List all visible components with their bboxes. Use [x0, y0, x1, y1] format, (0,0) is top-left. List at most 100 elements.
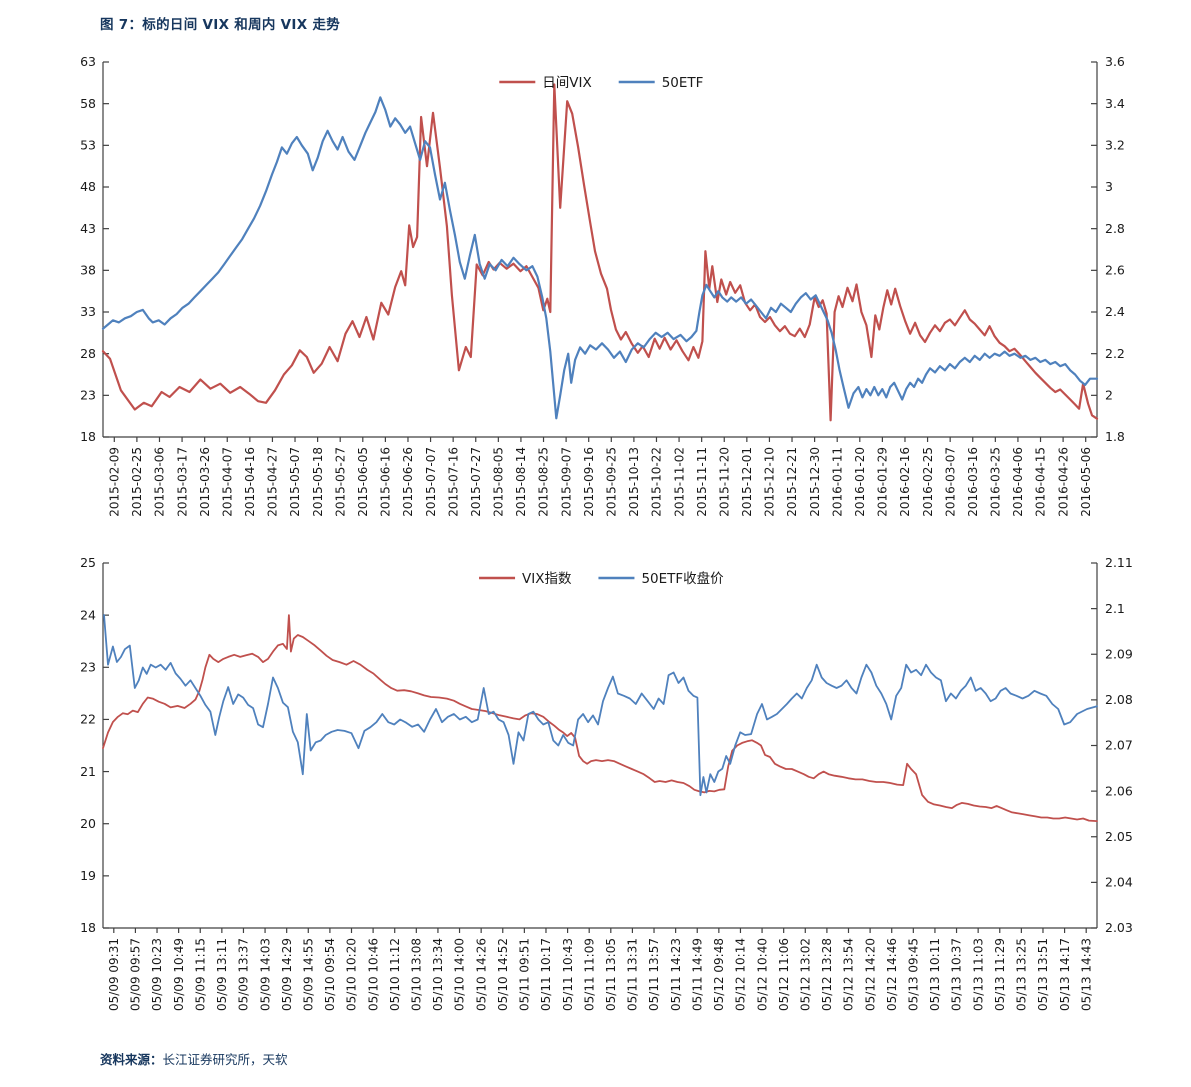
- x-tick-label: 05/12 10:40: [755, 938, 769, 1011]
- x-tick-label: 05/13 13:25: [1015, 938, 1029, 1011]
- x-tick-label: 2015-05-27: [333, 447, 347, 517]
- x-tick-label: 2015-02-09: [107, 447, 121, 517]
- y-right-label: 2.1: [1105, 601, 1125, 616]
- x-tick-label: 05/09 14:55: [301, 938, 315, 1011]
- x-tick-label: 05/09 14:03: [258, 938, 272, 1011]
- y-left-label: 38: [80, 263, 96, 278]
- x-tick-label: 05/10 09:54: [323, 938, 337, 1011]
- x-tick-label: 2015-04-16: [243, 447, 257, 517]
- y-right-label: 2.8: [1105, 221, 1125, 236]
- x-tick-label: 05/13 10:37: [950, 938, 964, 1011]
- x-tick-label: 05/13 09:45: [907, 938, 921, 1011]
- y-right-label: 2.11: [1105, 555, 1133, 570]
- x-tick-label: 05/11 13:31: [626, 938, 640, 1011]
- x-tick-label: 05/12 14:46: [885, 938, 899, 1011]
- y-right-label: 2.04: [1105, 875, 1133, 890]
- x-tick-label: 05/12 13:02: [798, 938, 812, 1011]
- x-tick-label: 2016-01-11: [830, 447, 844, 517]
- bottom-chart: 18 19 20 21 22 23 24 25 2.03 2.04 2.05 2.06 2.07 2.08…: [80, 555, 1133, 1011]
- y-right-label: 2.03: [1105, 920, 1133, 935]
- x-tick-label: 2015-03-26: [198, 447, 212, 517]
- y-left-label: 19: [80, 868, 96, 883]
- x-tick-label: 2015-03-06: [153, 447, 167, 517]
- x-tick-label: 2015-03-17: [175, 447, 189, 517]
- x-tick-label: 05/12 13:54: [842, 938, 856, 1011]
- y-right-label: 1.8: [1105, 429, 1125, 444]
- x-tick-label: 2015-11-02: [672, 447, 686, 517]
- y-right-label: 2.08: [1105, 692, 1133, 707]
- y-right-label: 3: [1105, 179, 1113, 194]
- source-text: 长江证券研究所，天软: [162, 1052, 288, 1067]
- x-tick-label: 05/09 09:31: [107, 938, 121, 1011]
- y-left-label: 24: [80, 607, 96, 622]
- x-tick-label: 2015-12-10: [763, 447, 777, 517]
- legend-label-50etf: 50ETF: [662, 75, 704, 91]
- x-tick-label: 05/10 11:12: [388, 938, 402, 1011]
- x-tick-label: 2016-05-06: [1079, 447, 1093, 517]
- x-tick-label: 05/12 13:28: [820, 938, 834, 1011]
- x-tick-label: 2016-04-06: [1011, 447, 1025, 517]
- y-left-label: 33: [80, 304, 96, 319]
- x-tick-label: 2015-06-26: [401, 447, 415, 517]
- x-tick-label: 05/12 09:48: [712, 938, 726, 1011]
- x-tick-label: 2016-04-15: [1034, 447, 1048, 517]
- x-tick-label: 05/12 10:14: [734, 938, 748, 1011]
- x-tick-label: 2015-07-27: [469, 447, 483, 517]
- x-tick-label: 2015-05-07: [288, 447, 302, 517]
- y-left-label: 43: [80, 221, 96, 236]
- x-tick-label: 05/11 11:09: [582, 938, 596, 1011]
- x-tick-label: 2015-12-21: [785, 447, 799, 517]
- y-right-label: 2.09: [1105, 646, 1133, 661]
- x-tick-label: 2015-08-05: [492, 447, 506, 517]
- x-tick-label: 2015-11-11: [695, 447, 709, 517]
- x-tick-label: 2016-03-07: [943, 447, 957, 517]
- x-tick-label: 2015-12-01: [740, 447, 754, 517]
- x-tick-label: 2016-02-25: [921, 447, 935, 517]
- y-right-label: 2.6: [1105, 263, 1125, 278]
- x-tick-label: 2015-06-16: [379, 447, 393, 517]
- y-left-label: 23: [80, 388, 96, 403]
- x-tick-label: 05/13 14:17: [1058, 938, 1072, 1011]
- source-note: 资料来源：长江证券研究所，天软: [100, 1049, 288, 1068]
- x-tick-label: 05/10 14:00: [453, 938, 467, 1011]
- series-50etf-line: [101, 96, 1099, 420]
- x-tick-label: 05/11 10:43: [561, 938, 575, 1011]
- y-left-label: 21: [80, 764, 96, 779]
- x-tick-label: 2015-11-20: [717, 447, 731, 517]
- x-tick-label: 05/11 13:57: [647, 938, 661, 1011]
- x-tick-label: 2015-10-13: [627, 447, 641, 517]
- series-intraday-vix-line: [101, 83, 1099, 422]
- x-tick-label: 05/10 14:52: [496, 938, 510, 1011]
- x-tick-label: 2015-09-16: [582, 447, 596, 517]
- top-chart: 18 23 28 33 38 43 48 53 58 63 1.8 2 2.2 2.4 2.6 2.8 3 3.2…: [80, 54, 1125, 517]
- y-right-label: 3.6: [1105, 54, 1125, 69]
- x-tick-label: 05/09 09:57: [129, 938, 143, 1011]
- x-tick-label: 05/09 13:37: [237, 938, 251, 1011]
- x-tick-label: 05/11 14:49: [690, 938, 704, 1011]
- x-tick-label: 05/13 13:51: [1036, 938, 1050, 1011]
- figure-title: 图 7：标的日间 VIX 和周内 VIX 走势: [100, 17, 341, 33]
- y-left-label: 58: [80, 96, 96, 111]
- x-tick-label: 2016-02-16: [898, 447, 912, 517]
- x-tick-label: 2015-02-25: [130, 447, 144, 517]
- y-left-label: 48: [80, 179, 96, 194]
- y-right-label: 3.4: [1105, 96, 1125, 111]
- x-tick-label: 05/09 13:11: [215, 938, 229, 1011]
- x-tick-label: 2016-03-25: [989, 447, 1003, 517]
- x-tick-label: 2015-06-05: [356, 447, 370, 517]
- x-tick-label: 05/10 13:34: [431, 938, 445, 1011]
- y-left-label: 18: [80, 920, 96, 935]
- y-right-label: 2.2: [1105, 346, 1125, 361]
- y-left-label: 22: [80, 712, 96, 727]
- y-left-label: 53: [80, 138, 96, 153]
- y-right-label: 2.06: [1105, 783, 1133, 798]
- x-tick-label: 2016-01-20: [853, 447, 867, 517]
- x-tick-label: 2015-04-27: [266, 447, 280, 517]
- x-tick-label: 05/10 13:08: [410, 938, 424, 1011]
- y-right-label: 2.05: [1105, 829, 1133, 844]
- x-tick-label: 05/13 10:11: [928, 938, 942, 1011]
- y-left-label: 18: [80, 429, 96, 444]
- x-tick-label: 05/11 13:05: [604, 938, 618, 1011]
- y-left-label: 63: [80, 54, 96, 69]
